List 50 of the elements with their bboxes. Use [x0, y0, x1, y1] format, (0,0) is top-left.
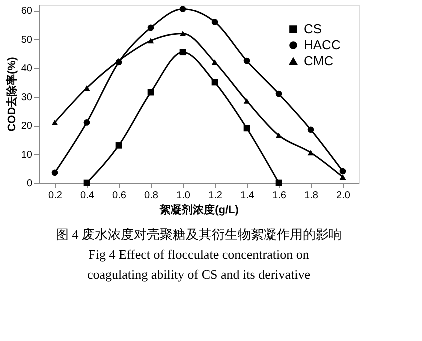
text: coagulating ability of CS and its derivative — [87, 267, 311, 282]
point — [148, 24, 154, 32]
point — [52, 120, 58, 126]
x-tick-label: 1.6 — [272, 190, 287, 202]
x-tick-label: 0.8 — [144, 190, 159, 202]
y-axis-title: COD去除率(%) — [5, 56, 18, 132]
point — [84, 180, 90, 186]
y-tick-label: 0 — [26, 178, 33, 190]
caption: 图 4 废水浓度对壳聚糖及其衍生物絮凝作用的影响 — [56, 227, 342, 242]
x-tick-label: 0.2 — [48, 190, 63, 202]
point — [148, 38, 154, 44]
x-axis-title: 絮凝剂浓度(g/L) — [159, 204, 240, 216]
x-tick-label: 1.0 — [176, 190, 191, 202]
x-tick-label: 1.8 — [304, 190, 319, 202]
x-tick-label: 2.0 — [336, 190, 351, 202]
point — [52, 170, 58, 176]
legend-label: CMC — [304, 54, 334, 68]
x-tick-label: 0.4 — [80, 190, 95, 202]
point — [180, 30, 186, 36]
y-tick-label: 40 — [21, 64, 33, 75]
point — [212, 60, 218, 66]
point — [148, 89, 154, 96]
point — [116, 142, 122, 149]
point — [340, 168, 346, 175]
x-tick-label: 1.2 — [208, 190, 223, 202]
y-tick-label: 50 — [21, 34, 33, 46]
y-tick-label: 30 — [21, 92, 33, 104]
caption: Fig 4 Effect of flocculate concentration on — [88, 247, 310, 262]
point — [276, 132, 282, 138]
point — [212, 19, 218, 26]
point — [308, 150, 314, 156]
point — [84, 86, 90, 91]
y-tick-label: 20 — [21, 121, 33, 132]
point — [244, 125, 250, 132]
point — [212, 79, 218, 86]
legend-label: HACC — [304, 38, 341, 52]
point — [308, 126, 314, 134]
x-tick-label: 1.4 — [240, 190, 255, 202]
point — [340, 174, 346, 180]
point — [244, 58, 250, 64]
point — [276, 90, 282, 98]
point — [180, 6, 186, 12]
point — [244, 98, 250, 104]
point — [276, 180, 282, 186]
x-tick-label: 0.6 — [112, 190, 127, 202]
y-tick-label: 10 — [21, 150, 33, 161]
point — [180, 49, 186, 56]
y-tick-label: 60 — [21, 6, 33, 18]
point — [84, 120, 90, 126]
legend-label: CS — [304, 22, 322, 36]
